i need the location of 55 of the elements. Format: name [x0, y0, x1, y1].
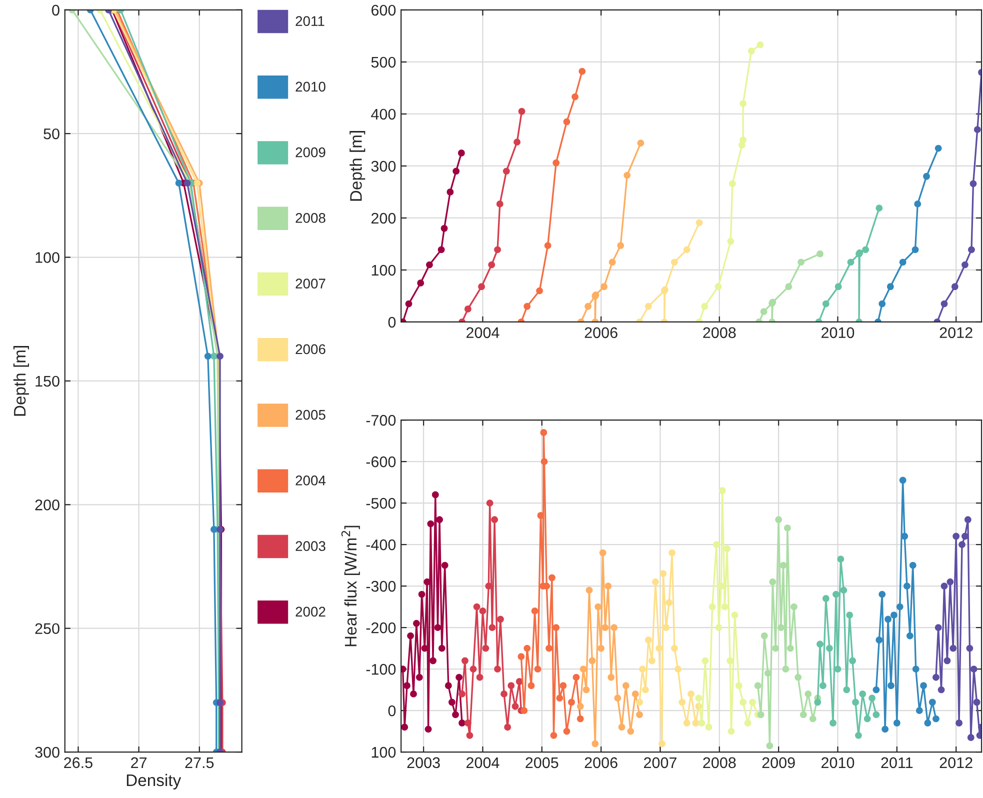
x-tick-label: 2012 [940, 757, 972, 768]
y-tick-label: 100 [372, 746, 396, 758]
x-tick-label: 2004 [466, 757, 500, 768]
y-tick-label: -400 [366, 539, 396, 550]
x-tick-label: 2008 [703, 757, 736, 768]
y-tick-label: 300 [371, 160, 396, 172]
x-tick-label: 2005 [526, 757, 558, 768]
y-tick-label: 600 [371, 4, 396, 16]
x-tick-label: 2003 [407, 757, 440, 768]
y-tick-label: 100 [372, 264, 396, 276]
legend-label: 2002 [296, 606, 326, 617]
x-tick-label: 26.5 [64, 757, 92, 768]
y-tick-label: 50 [44, 128, 60, 140]
x-tick-label: 2007 [644, 757, 676, 768]
legend-label: 2004 [296, 476, 326, 486]
legend-label: 2008 [296, 213, 326, 223]
x-tick-label: 2011 [881, 757, 913, 768]
x-tick-label: 2004 [466, 327, 500, 338]
x-tick-label: 2010 [822, 327, 854, 338]
x-tick-label: 2006 [584, 327, 618, 338]
legend-label: 2006 [296, 344, 326, 354]
y-tick-label: -200 [366, 622, 396, 634]
x-tick-label: 27 [131, 757, 147, 768]
y-tick-label: 300 [35, 746, 60, 758]
legend-label: 2007 [296, 278, 326, 289]
y-tick-label: 400 [371, 108, 396, 120]
x-tick-label: 27.5 [185, 757, 214, 768]
y-tick-label: -300 [366, 580, 396, 592]
y-axis-title: Depth [m] [350, 131, 366, 201]
x-axis-title: Density [126, 774, 182, 790]
y-axis-title: Hear flux [W/m$^{2}$] [341, 526, 360, 646]
y-tick-label: -600 [366, 456, 396, 468]
legend-label: 2011 [296, 16, 324, 26]
y-tick-label: 0 [388, 705, 396, 716]
y-tick-label: 250 [35, 623, 60, 634]
x-tick-label: 2012 [940, 327, 972, 338]
y-tick-label: 200 [35, 500, 60, 510]
y-tick-label: -100 [366, 664, 396, 675]
y-axis-title: Depth [m] [13, 346, 29, 416]
x-tick-label: 2009 [762, 757, 795, 768]
legend-label: 2009 [296, 147, 326, 158]
y-tick-label: 200 [371, 212, 396, 224]
y-tick-label: 100 [36, 252, 60, 263]
y-tick-label: 0 [388, 316, 396, 328]
y-tick-label: 500 [371, 56, 396, 68]
legend-label: 2010 [296, 82, 326, 92]
x-tick-label: 2006 [584, 757, 618, 768]
y-tick-label: -500 [366, 498, 396, 509]
x-tick-label: 2010 [822, 757, 854, 768]
y-tick-label: 150 [36, 376, 60, 387]
x-tick-label: 2008 [703, 327, 736, 338]
y-tick-label: -700 [366, 414, 396, 426]
legend-label: 2005 [296, 410, 326, 420]
legend-label: 2003 [296, 541, 326, 552]
y-tick-label: 0 [52, 4, 60, 16]
